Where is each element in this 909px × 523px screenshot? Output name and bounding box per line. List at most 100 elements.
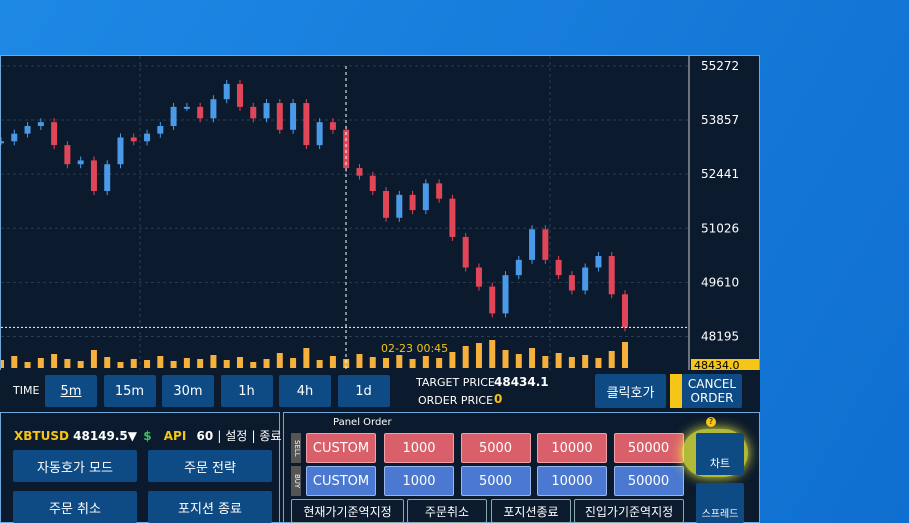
timeframe-button[interactable]: 4h bbox=[279, 375, 331, 407]
toolbar: TIME 5m 15m 30m 1h 4h 1d TARGET PRICE 48434.1… bbox=[0, 370, 760, 412]
price-tag: 48434.0 bbox=[694, 359, 740, 370]
target-price-label: TARGET PRICE bbox=[416, 376, 495, 389]
cancel-order-line: CANCEL bbox=[687, 377, 737, 391]
sell-order-button[interactable]: CUSTOM bbox=[306, 433, 376, 463]
help-icon[interactable]: ? bbox=[706, 417, 716, 427]
cancel-order-button[interactable]: CANCEL ORDER bbox=[682, 374, 742, 408]
sell-order-button[interactable]: 5000 bbox=[460, 433, 531, 463]
volume-bar bbox=[144, 360, 151, 368]
order-price: 0 bbox=[494, 392, 503, 406]
candle bbox=[51, 122, 58, 146]
candle bbox=[276, 103, 283, 130]
click-order-button[interactable]: 클릭호가 bbox=[595, 374, 666, 408]
volume-bar bbox=[11, 356, 18, 368]
volume-bar bbox=[396, 355, 403, 368]
volume-bar bbox=[622, 342, 628, 368]
bottom-order-button[interactable]: 진입가기준역지정 bbox=[574, 499, 684, 523]
mode-tag bbox=[670, 374, 682, 408]
candle bbox=[316, 122, 323, 146]
volume-bar bbox=[595, 358, 602, 368]
candle bbox=[1, 141, 4, 144]
volume-bar bbox=[197, 359, 204, 368]
volume-bar bbox=[409, 359, 416, 368]
volume-bar bbox=[24, 362, 31, 368]
candle bbox=[37, 122, 44, 126]
volume-bar bbox=[462, 346, 469, 368]
y-tick-label: 53857 bbox=[701, 113, 739, 127]
sell-order-button[interactable]: 10000 bbox=[537, 433, 607, 463]
y-tick-label: 52441 bbox=[701, 167, 739, 181]
chart-order-button[interactable]: 차트 bbox=[696, 433, 744, 475]
auto-quote-button[interactable]: 자동호가 모드 bbox=[13, 450, 137, 482]
timeframe-button[interactable]: 1d bbox=[337, 375, 390, 407]
candle bbox=[555, 259, 562, 276]
candle bbox=[449, 198, 456, 237]
volume-bar bbox=[356, 354, 363, 368]
volume-bar bbox=[77, 361, 84, 368]
volume-bar bbox=[90, 350, 97, 368]
volume-bar bbox=[170, 361, 177, 368]
buy-order-button[interactable]: 50000 bbox=[613, 466, 684, 496]
volume-bar bbox=[489, 340, 496, 368]
volume-bar bbox=[608, 351, 615, 368]
candle bbox=[117, 137, 124, 165]
candle bbox=[197, 106, 204, 119]
candle bbox=[356, 168, 363, 176]
volume-bar bbox=[37, 358, 44, 368]
buy-order-button[interactable]: CUSTOM bbox=[306, 466, 376, 496]
candle bbox=[263, 103, 270, 119]
candle bbox=[462, 236, 469, 268]
timeframe-button[interactable]: 15m bbox=[103, 375, 156, 407]
volume-bar bbox=[223, 360, 230, 368]
bottom-order-button[interactable]: 주문취소 bbox=[407, 499, 487, 523]
buy-order-button[interactable]: 5000 bbox=[460, 466, 531, 496]
y-tick-label: 51026 bbox=[701, 221, 739, 235]
cancel-button[interactable]: 주문 취소 bbox=[13, 491, 137, 523]
close-position-button[interactable]: 포지션 종료 bbox=[148, 491, 272, 523]
sell-order-button[interactable]: 1000 bbox=[384, 433, 454, 463]
candle bbox=[515, 259, 522, 276]
volume-bar bbox=[117, 362, 124, 368]
settings-link[interactable]: 설정 bbox=[225, 429, 248, 443]
candle bbox=[170, 106, 177, 126]
bottom-order-button[interactable]: 현재가기준역지정 bbox=[291, 499, 404, 523]
volume-bar bbox=[542, 356, 549, 368]
bottom-order-button[interactable]: 포지션종료 bbox=[491, 499, 571, 523]
volume-bar bbox=[263, 359, 270, 368]
sell-order-button[interactable]: 50000 bbox=[613, 433, 684, 463]
timeframe-button[interactable]: 30m bbox=[162, 375, 214, 407]
spread-button[interactable]: 스프레드 bbox=[696, 483, 744, 523]
candle bbox=[144, 133, 151, 142]
candle bbox=[90, 160, 97, 192]
exit-link[interactable]: 종료 bbox=[259, 429, 282, 443]
candle bbox=[183, 106, 190, 109]
volume-bar bbox=[555, 353, 562, 368]
volume-bar bbox=[422, 356, 429, 368]
candle bbox=[250, 106, 257, 119]
candle bbox=[223, 83, 230, 100]
volume-bar bbox=[343, 359, 350, 368]
timeframe-button[interactable]: 5m bbox=[45, 375, 97, 407]
cancel-order-line: ORDER bbox=[690, 391, 734, 405]
candle bbox=[343, 129, 350, 169]
volume-bar bbox=[290, 358, 297, 368]
strategy-button[interactable]: 주문 전략 bbox=[148, 450, 272, 482]
volume-bar bbox=[369, 357, 376, 368]
candle bbox=[422, 183, 429, 211]
volume-bar bbox=[383, 358, 390, 368]
candle bbox=[329, 122, 336, 130]
volume-bar bbox=[157, 356, 164, 368]
candle bbox=[502, 275, 509, 314]
volume-bar bbox=[502, 350, 509, 368]
volume-bar bbox=[329, 356, 336, 368]
candle bbox=[396, 194, 403, 218]
buy-order-button[interactable]: 1000 bbox=[384, 466, 454, 496]
api-value: 60 bbox=[196, 429, 214, 443]
volume-bar bbox=[51, 354, 58, 368]
candle bbox=[303, 103, 310, 146]
volume-bar bbox=[568, 357, 575, 368]
volume-bar bbox=[529, 348, 536, 368]
timeframe-button[interactable]: 1h bbox=[220, 375, 273, 407]
buy-order-button[interactable]: 10000 bbox=[537, 466, 607, 496]
volume-bar bbox=[64, 359, 71, 368]
